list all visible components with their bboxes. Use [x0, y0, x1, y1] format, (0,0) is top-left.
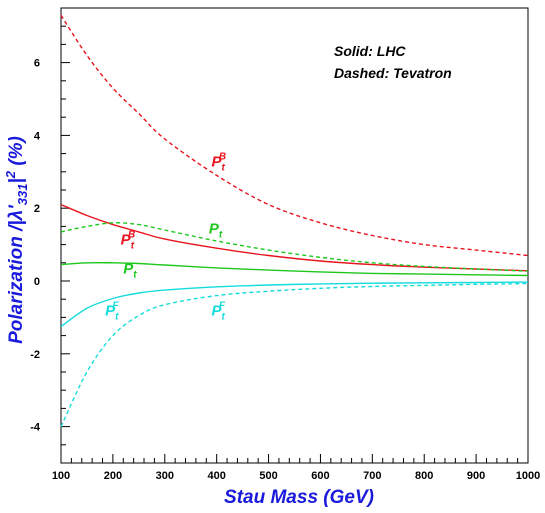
series-line-1	[60, 14, 529, 257]
series-line-3	[60, 222, 529, 272]
y-tick-label: 4	[34, 130, 41, 142]
curve-label-6: PtF	[211, 301, 225, 323]
y-tick-label: -2	[30, 349, 40, 361]
series-line-2	[60, 203, 529, 272]
x-tick-label: 200	[104, 470, 122, 482]
y-tick-label: 6	[34, 58, 40, 70]
axis-ticks: 100 200 300 400 500 600 700 800 900 1000 -4 -2 0 2 4 6	[30, 7, 540, 482]
x-tick-label: 500	[259, 470, 277, 482]
series-line-6	[60, 282, 529, 427]
legend-dashed-text: Dashed: Tevatron	[334, 65, 452, 81]
x-axis-title: Stau Mass (GeV)	[224, 487, 374, 508]
y-axis-title: Polarization /|λ'331|2 (%)	[3, 136, 30, 344]
curve-label-1: PtB	[211, 151, 226, 173]
y-tick-label: 0	[34, 276, 40, 288]
x-tick-label: 800	[415, 470, 433, 482]
curve-label-4: Pt	[123, 261, 137, 281]
x-tick-label: 300	[156, 470, 174, 482]
x-tick-label: 900	[467, 470, 485, 482]
x-tick-label: 100	[52, 470, 70, 482]
curve-labels: PtB PtB Pt Pt PtF PtF	[105, 151, 226, 322]
curve-label-5: PtF	[105, 301, 119, 323]
y-tick-label: -4	[30, 422, 41, 434]
x-tick-label: 700	[363, 470, 381, 482]
x-tick-label: 1000	[516, 470, 540, 482]
legend-solid-text: Solid: LHC	[334, 43, 406, 59]
y-tick-label: 2	[34, 203, 40, 215]
x-tick-label: 400	[207, 470, 225, 482]
plot-frame	[60, 7, 529, 464]
x-tick-label: 600	[311, 470, 329, 482]
curve-label-3: Pt	[209, 221, 223, 241]
series-group	[60, 14, 529, 427]
curve-label-2: PtB	[121, 230, 136, 252]
series-line-4	[60, 261, 529, 277]
series-line-5	[60, 281, 529, 328]
